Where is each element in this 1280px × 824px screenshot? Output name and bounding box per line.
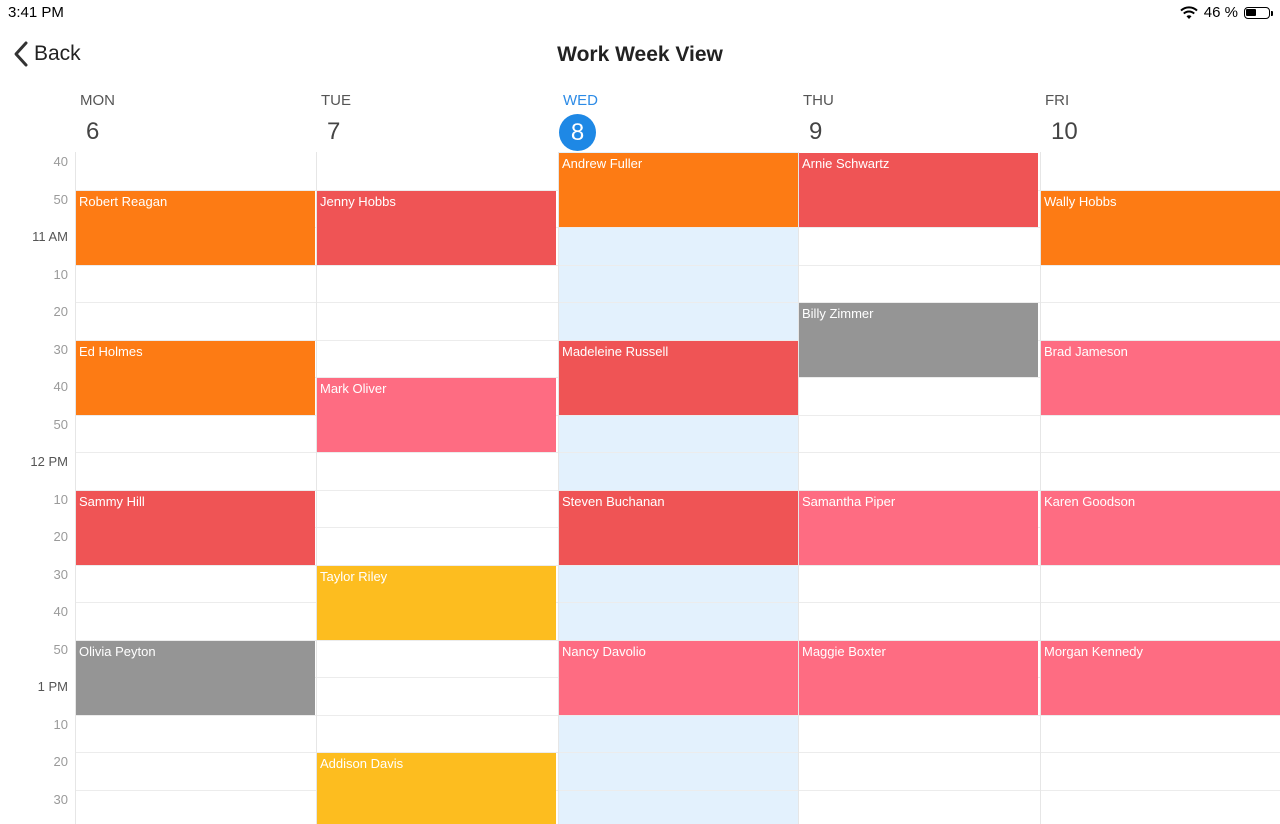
appointment[interactable]: Billy Zimmer bbox=[799, 303, 1038, 377]
appointment[interactable]: Arnie Schwartz bbox=[799, 153, 1038, 227]
appointment[interactable]: Karen Goodson bbox=[1041, 490, 1280, 565]
appointment[interactable]: Taylor Riley bbox=[317, 565, 556, 640]
day-header-mon[interactable]: MON 6 bbox=[76, 88, 316, 152]
day-header-thu[interactable]: THU 9 bbox=[799, 88, 1039, 152]
day-header-tue[interactable]: TUE 7 bbox=[317, 88, 557, 152]
time-slot-divider bbox=[76, 714, 1280, 716]
time-label: 40 bbox=[53, 154, 68, 169]
day-column-divider bbox=[798, 152, 799, 824]
time-slot-divider bbox=[76, 489, 1280, 491]
time-label: 10 bbox=[53, 266, 68, 282]
back-button[interactable]: Back bbox=[12, 40, 81, 68]
status-time: 3:41 PM bbox=[8, 4, 64, 21]
chevron-left-icon bbox=[14, 41, 28, 67]
day-column-divider bbox=[75, 152, 76, 824]
time-slot-divider bbox=[76, 452, 1280, 453]
time-label: 40 bbox=[53, 604, 68, 619]
appointment[interactable]: Madeleine Russell bbox=[559, 340, 798, 415]
day-name: FRI bbox=[1045, 92, 1070, 109]
day-name: TUE bbox=[321, 92, 351, 109]
appointment[interactable]: Sammy Hill bbox=[76, 490, 315, 565]
time-slot-divider bbox=[76, 752, 1280, 753]
time-slot-divider bbox=[76, 639, 1280, 641]
battery-icon bbox=[1244, 6, 1273, 19]
time-label: 40 bbox=[53, 379, 68, 394]
status-indicators: 46 % bbox=[1180, 4, 1273, 21]
day-name: WED bbox=[563, 92, 598, 109]
time-label: 30 bbox=[53, 791, 68, 807]
status-bar: 3:41 PM 46 % bbox=[0, 0, 1280, 26]
day-name: MON bbox=[80, 92, 115, 109]
schedule-grid: 40 50 11 AM 10 20 30 40 50 12 PM 10 20 30 40 50 1 PM 10… bbox=[0, 152, 1280, 824]
appointment[interactable]: Robert Reagan bbox=[76, 190, 315, 265]
appointment[interactable]: Brad Jameson bbox=[1041, 340, 1280, 415]
appointment[interactable]: Olivia Peyton bbox=[76, 640, 315, 715]
appointment[interactable]: Maggie Boxter bbox=[799, 640, 1038, 715]
day-column-divider bbox=[316, 152, 317, 824]
today-column-highlight bbox=[559, 152, 799, 824]
time-label: 50 bbox=[53, 416, 68, 432]
time-label: 30 bbox=[53, 566, 68, 582]
today-date-badge: 8 bbox=[559, 114, 596, 151]
appointment[interactable]: Andrew Fuller bbox=[559, 153, 798, 227]
time-label: 20 bbox=[53, 304, 68, 319]
time-label: 30 bbox=[53, 341, 68, 357]
time-slot-divider bbox=[76, 227, 1280, 228]
navigation-bar: Back Work Week View bbox=[0, 30, 1280, 84]
time-slot-divider bbox=[76, 789, 1280, 791]
appointment[interactable]: Jenny Hobbs bbox=[317, 190, 556, 265]
time-slot-divider bbox=[76, 602, 1280, 603]
battery-percent: 46 % bbox=[1203, 4, 1238, 21]
time-label: 20 bbox=[53, 529, 68, 544]
day-column-divider bbox=[558, 152, 559, 824]
back-label: Back bbox=[34, 42, 81, 65]
day-number: 9 bbox=[809, 118, 823, 145]
day-number: 10 bbox=[1051, 118, 1078, 145]
appointment[interactable]: Nancy Davolio bbox=[559, 640, 798, 715]
time-label: 10 bbox=[53, 491, 68, 507]
time-slot-divider bbox=[76, 302, 1280, 303]
page-title: Work Week View bbox=[557, 43, 723, 66]
appointment[interactable]: Samantha Piper bbox=[799, 490, 1038, 565]
time-label: 20 bbox=[53, 754, 68, 769]
wifi-icon bbox=[1180, 5, 1198, 19]
time-slot-divider bbox=[76, 414, 1280, 416]
battery-level bbox=[1246, 8, 1256, 16]
day-name: THU bbox=[803, 92, 834, 109]
time-label: 12 PM bbox=[30, 454, 68, 469]
time-slot-divider bbox=[76, 564, 1280, 566]
time-label: 10 bbox=[53, 716, 68, 732]
appointment[interactable]: Ed Holmes bbox=[76, 340, 315, 415]
time-label: 50 bbox=[53, 191, 68, 207]
time-label: 50 bbox=[53, 641, 68, 657]
appointment[interactable]: Morgan Kennedy bbox=[1041, 640, 1280, 715]
appointment[interactable]: Mark Oliver bbox=[317, 378, 556, 452]
day-header-wed[interactable]: WED 8 bbox=[559, 88, 799, 152]
day-number: 7 bbox=[327, 118, 341, 145]
time-slot-divider bbox=[76, 339, 1280, 341]
appointment[interactable]: Addison Davis bbox=[317, 753, 556, 824]
time-label: 11 AM bbox=[32, 229, 68, 244]
appointment[interactable]: Steven Buchanan bbox=[559, 490, 798, 565]
day-column-divider bbox=[1040, 152, 1041, 824]
day-header-fri[interactable]: FRI 10 bbox=[1041, 88, 1280, 152]
time-slot-divider bbox=[76, 264, 1280, 266]
appointment[interactable]: Wally Hobbs bbox=[1041, 190, 1280, 265]
time-label: 1 PM bbox=[37, 679, 68, 694]
day-number: 6 bbox=[86, 118, 100, 145]
